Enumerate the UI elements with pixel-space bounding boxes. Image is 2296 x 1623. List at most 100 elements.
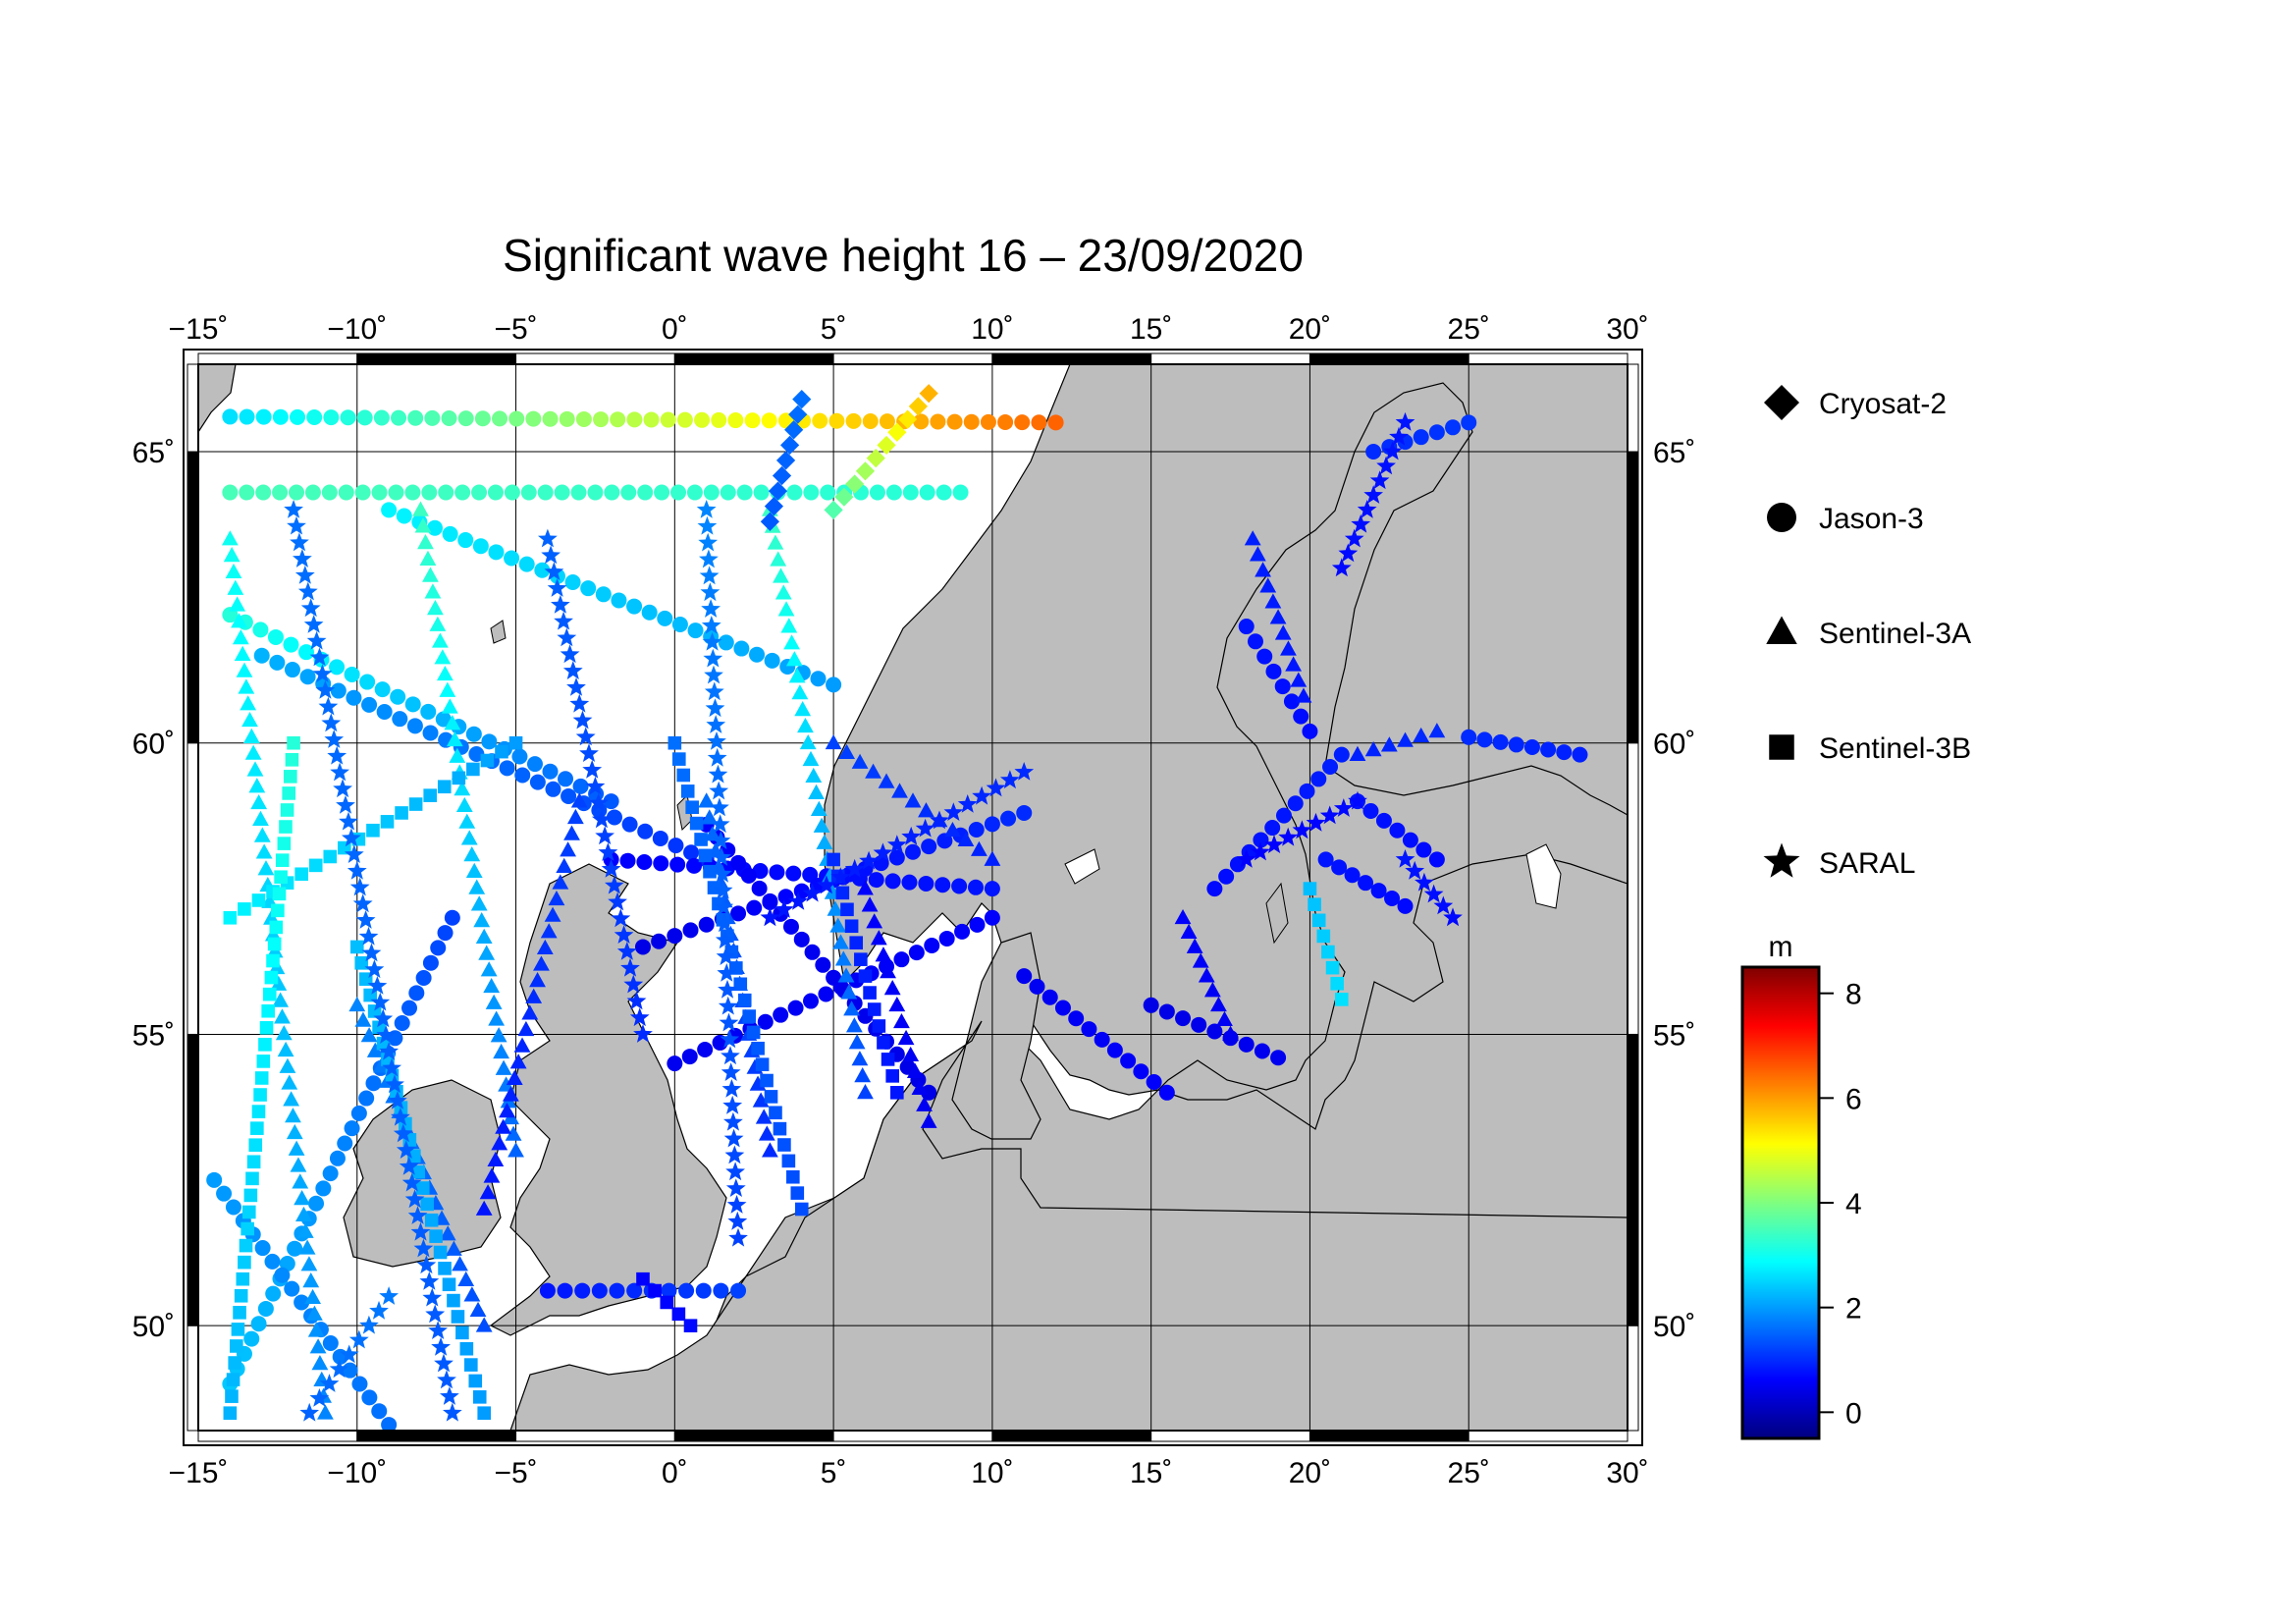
track-point [290,408,306,425]
track-point [438,1262,452,1275]
track-point [711,831,731,849]
track-point [306,630,327,650]
track-point [742,1009,757,1023]
track-point [395,806,408,820]
track-point [707,731,726,750]
track-point [272,408,289,425]
track-point [1357,500,1377,518]
track-point [1264,593,1282,609]
track-point [338,484,354,501]
track-point [698,532,719,552]
track-point [507,1142,524,1158]
track-point [869,484,885,501]
track-point [746,899,763,916]
track-point [1331,859,1348,876]
track-point [267,628,284,645]
track-point [1364,741,1382,757]
track-point [361,1389,378,1406]
track-point [344,1120,360,1137]
track-point [708,764,728,784]
track-point [574,1282,591,1299]
track-point [1344,528,1364,548]
track-point [815,956,831,973]
lake-vanern [1064,848,1100,885]
track-point [468,745,485,762]
track-point [891,783,908,798]
track-point [802,883,823,902]
track-point [561,787,577,804]
track-point [294,1190,311,1206]
track-point [626,991,647,1010]
track-point [279,1057,296,1073]
track-point [671,752,686,766]
y-tick-label-right: 65˚ [1653,437,1695,469]
track-point [730,905,747,922]
track-point [248,778,266,793]
track-point [694,411,711,428]
track-point [288,1140,305,1156]
track-point [347,860,367,880]
track-point [560,841,577,857]
track-point [608,892,627,911]
track-point [495,1059,512,1075]
track-point [420,1197,434,1212]
frame-bar-right [1627,1033,1639,1326]
frame-bar-left [187,363,199,453]
track-point [730,854,747,871]
track-point [1255,562,1271,577]
track-point [265,1285,282,1302]
track-point [873,842,893,862]
track-point [1413,429,1429,446]
x-tick-label-top: 10˚ [971,313,1013,346]
frame-bar-top [197,352,358,365]
track-point [569,693,590,713]
track-point [1174,908,1192,925]
land-north-edge [198,364,237,434]
track-point [1106,1042,1123,1058]
track-point [786,1169,800,1184]
track-point [454,781,471,796]
track-point [652,830,668,846]
track-point [351,1376,368,1392]
frame-bar-left [187,1325,199,1432]
track-point [391,1107,410,1126]
track-point [727,412,744,429]
track-point [1259,577,1277,593]
track-point [621,816,638,833]
track-point [539,1282,556,1299]
track-point [794,701,812,717]
track-point [660,1295,674,1310]
track-point [526,756,543,773]
track-point [306,1305,323,1321]
track-point [479,1184,497,1200]
track-point [704,826,721,841]
track-point [669,856,686,873]
track-point [269,654,286,671]
track-point [721,1062,741,1081]
track-point [542,763,559,780]
track-point [404,484,421,501]
track-point [283,1091,300,1107]
track-point [440,1386,459,1405]
track-point [454,484,471,501]
legend-symbol-diamond [1764,385,1799,420]
colorbar-tick-label: 4 [1845,1188,1862,1220]
track-point [676,411,693,428]
track-point [342,828,361,847]
track-point [346,689,362,706]
track-point [1370,883,1387,899]
track-point [355,910,376,929]
track-point [238,902,251,916]
track-point [252,622,269,638]
track-point [287,735,300,750]
track-point [1380,736,1398,752]
track-point [311,1355,329,1371]
track-point [425,1304,446,1324]
land-layer [198,364,1628,1431]
track-point [695,1282,712,1299]
track-point [480,961,498,977]
track-point [412,501,429,516]
track-point [636,854,653,871]
track-point [315,1180,332,1197]
track-point [685,800,699,815]
